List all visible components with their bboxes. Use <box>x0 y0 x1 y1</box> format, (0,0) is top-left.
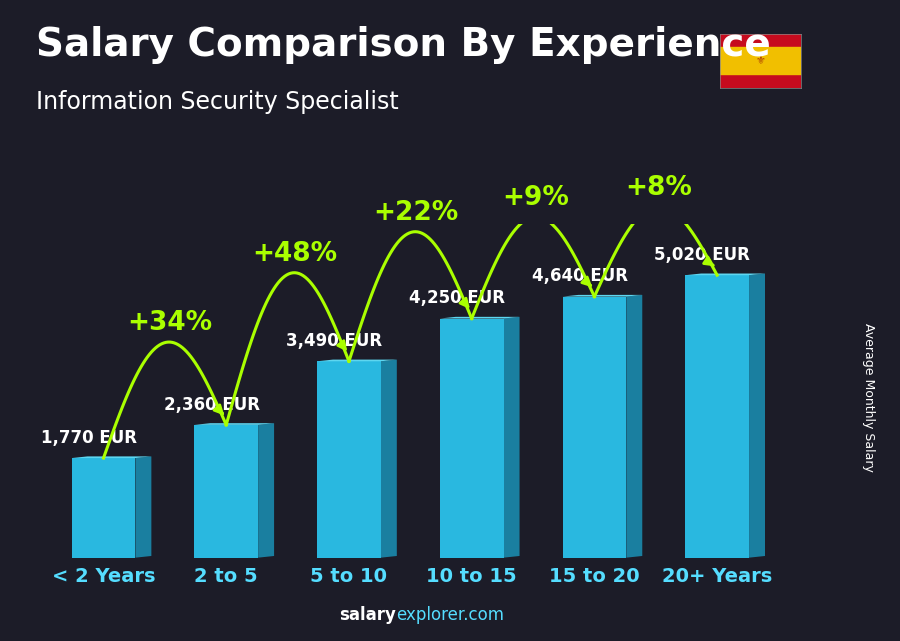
Polygon shape <box>504 317 519 558</box>
Text: explorer.com: explorer.com <box>396 606 504 624</box>
Text: 1,770 EUR: 1,770 EUR <box>40 429 137 447</box>
Polygon shape <box>381 360 397 558</box>
FancyBboxPatch shape <box>562 297 626 558</box>
Polygon shape <box>562 295 643 297</box>
Text: +34%: +34% <box>128 310 212 337</box>
FancyBboxPatch shape <box>440 319 504 558</box>
Polygon shape <box>749 274 765 558</box>
Text: 2,360 EUR: 2,360 EUR <box>164 395 259 413</box>
Text: ⚜: ⚜ <box>755 56 766 66</box>
FancyBboxPatch shape <box>317 362 381 558</box>
Text: 4,640 EUR: 4,640 EUR <box>532 267 627 285</box>
Text: +8%: +8% <box>626 175 692 201</box>
Text: 5,020 EUR: 5,020 EUR <box>654 246 751 264</box>
Polygon shape <box>685 274 765 275</box>
Polygon shape <box>317 360 397 362</box>
Polygon shape <box>258 423 274 558</box>
Polygon shape <box>440 317 519 319</box>
Bar <box>720 47 801 74</box>
Text: salary: salary <box>339 606 396 624</box>
Text: 3,490 EUR: 3,490 EUR <box>286 332 382 350</box>
Text: +9%: +9% <box>503 185 570 212</box>
Text: Average Monthly Salary: Average Monthly Salary <box>862 323 875 472</box>
Text: Salary Comparison By Experience: Salary Comparison By Experience <box>36 26 770 63</box>
Text: 4,250 EUR: 4,250 EUR <box>409 289 505 307</box>
Polygon shape <box>626 295 643 558</box>
FancyBboxPatch shape <box>194 425 258 558</box>
Text: Information Security Specialist: Information Security Specialist <box>36 90 399 113</box>
Polygon shape <box>72 456 151 458</box>
FancyBboxPatch shape <box>685 275 749 558</box>
Text: +48%: +48% <box>252 241 338 267</box>
Polygon shape <box>194 423 274 425</box>
Polygon shape <box>135 456 151 558</box>
FancyBboxPatch shape <box>72 458 135 558</box>
Text: +22%: +22% <box>373 200 458 226</box>
